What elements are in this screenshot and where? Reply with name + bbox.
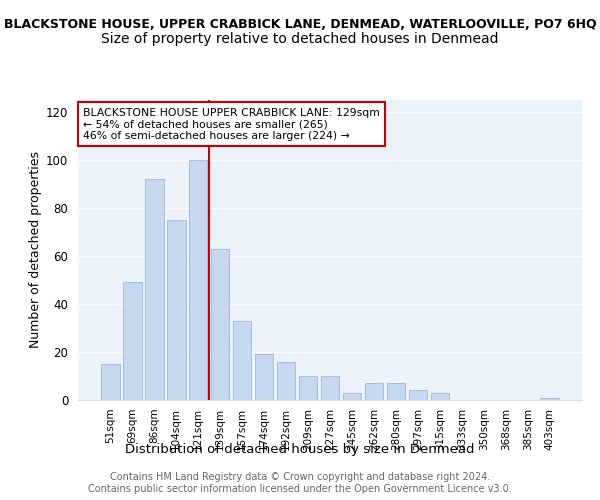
Bar (101, 364, 119, 400)
Bar (255, 354, 274, 400)
Text: Size of property relative to detached houses in Denmead: Size of property relative to detached ho… (101, 32, 499, 46)
Bar (541, 398, 559, 400)
Text: Contains HM Land Registry data © Crown copyright and database right 2024.
Contai: Contains HM Land Registry data © Crown c… (88, 472, 512, 494)
Bar (277, 362, 295, 400)
Bar (320, 376, 340, 400)
Bar (123, 282, 142, 400)
Y-axis label: Number of detached properties: Number of detached properties (29, 152, 42, 348)
Bar (299, 376, 317, 400)
Bar (167, 220, 185, 400)
Bar (343, 393, 361, 400)
Bar (386, 383, 405, 400)
Bar (431, 393, 449, 400)
Text: BLACKSTONE HOUSE UPPER CRABBICK LANE: 129sqm
← 54% of detached houses are smalle: BLACKSTONE HOUSE UPPER CRABBICK LANE: 12… (83, 108, 380, 140)
Text: Distribution of detached houses by size in Denmead: Distribution of detached houses by size … (125, 442, 475, 456)
Bar (211, 249, 229, 400)
Text: BLACKSTONE HOUSE, UPPER CRABBICK LANE, DENMEAD, WATERLOOVILLE, PO7 6HQ: BLACKSTONE HOUSE, UPPER CRABBICK LANE, D… (4, 18, 596, 30)
Bar (145, 179, 164, 400)
Bar (365, 383, 383, 400)
Bar (233, 321, 251, 400)
Bar (189, 160, 208, 400)
Bar (409, 390, 427, 400)
